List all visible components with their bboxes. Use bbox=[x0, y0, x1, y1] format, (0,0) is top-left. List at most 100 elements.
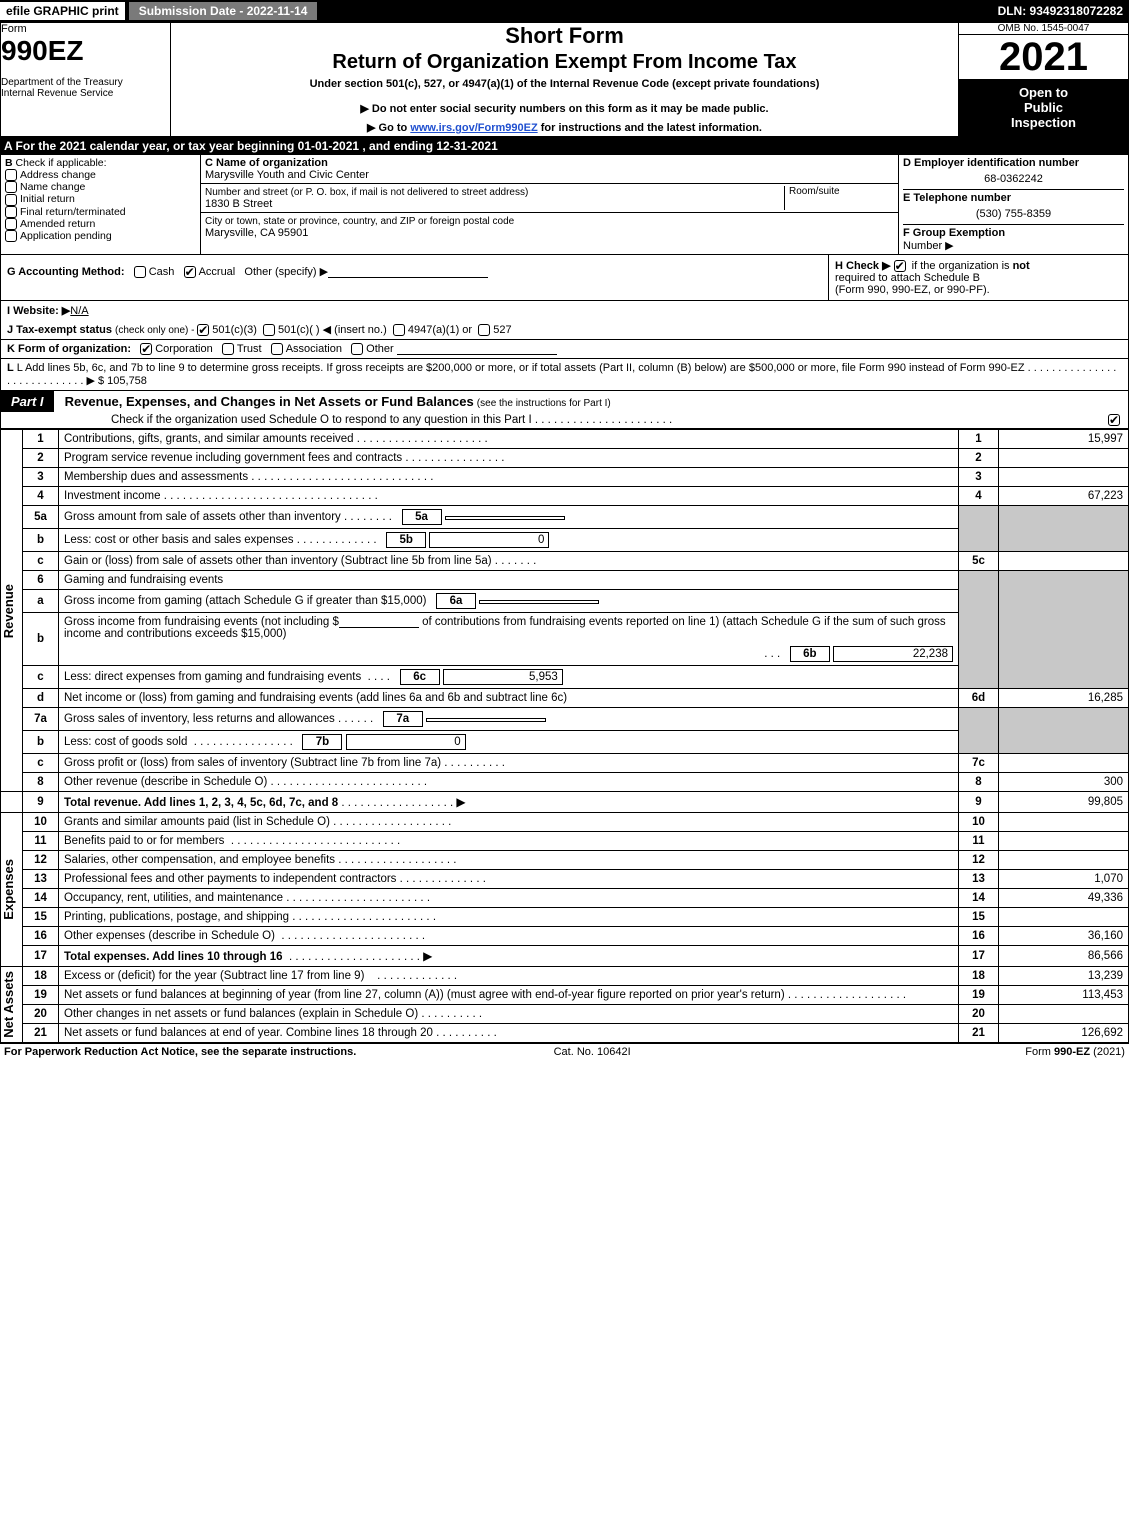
checkbox-other-org[interactable] bbox=[351, 343, 363, 355]
i-label: I Website: ▶ bbox=[7, 305, 70, 317]
checkbox-name-change[interactable] bbox=[5, 181, 17, 193]
part1-header: Part I Revenue, Expenses, and Changes in… bbox=[0, 390, 1129, 429]
irs-link[interactable]: www.irs.gov/Form990EZ bbox=[410, 122, 537, 134]
line-12: 12 Salaries, other compensation, and emp… bbox=[1, 851, 1129, 870]
line-7b-desc: Less: cost of goods sold bbox=[64, 736, 187, 748]
opt-other-org: Other bbox=[366, 343, 394, 355]
line-1: Revenue 1 Contributions, gifts, grants, … bbox=[1, 430, 1129, 449]
line-15-num: 15 bbox=[23, 908, 59, 927]
row-g-h: G Accounting Method: Cash Accrual Other … bbox=[0, 255, 1129, 300]
d-ein-label: D Employer identification number bbox=[903, 157, 1124, 169]
page-footer: For Paperwork Reduction Act Notice, see … bbox=[0, 1043, 1129, 1060]
line-6-num: 6 bbox=[23, 571, 59, 590]
line-12-box: 12 bbox=[959, 851, 999, 870]
line-6-desc: Gaming and fundraising events bbox=[64, 574, 223, 586]
line-8-box: 8 bbox=[959, 773, 999, 792]
line-11-box: 11 bbox=[959, 832, 999, 851]
h-text-1: if the organization is bbox=[912, 260, 1013, 272]
line-18: Net Assets 18 Excess or (deficit) for th… bbox=[1, 967, 1129, 986]
line-20-amt bbox=[999, 1005, 1129, 1024]
j-label: J Tax-exempt status bbox=[7, 324, 112, 336]
shade-7 bbox=[959, 708, 999, 754]
line-4: 4 Investment income . . . . . . . . . . … bbox=[1, 487, 1129, 506]
checkbox-cash[interactable] bbox=[134, 266, 146, 278]
dept-label: Department of the Treasury bbox=[1, 77, 170, 88]
efile-label: efile GRAPHIC print bbox=[0, 2, 125, 20]
under-section: Under section 501(c), 527, or 4947(a)(1)… bbox=[171, 78, 958, 90]
line-19: 19 Net assets or fund balances at beginn… bbox=[1, 986, 1129, 1005]
line-13-desc: Professional fees and other payments to … bbox=[64, 873, 396, 885]
open-public-box: Open to Public Inspection bbox=[959, 79, 1128, 136]
line-21: 21 Net assets or fund balances at end of… bbox=[1, 1024, 1129, 1043]
line-8-amt: 300 bbox=[999, 773, 1129, 792]
line-17: 17 Total expenses. Add lines 10 through … bbox=[1, 946, 1129, 967]
line-5c-num: c bbox=[23, 552, 59, 571]
other-specify-line bbox=[328, 266, 488, 278]
checkbox-527[interactable] bbox=[478, 324, 490, 336]
form-word: Form bbox=[1, 23, 27, 35]
address-row: Number and street (or P. O. box, if mail… bbox=[201, 184, 898, 213]
line-3-box: 3 bbox=[959, 468, 999, 487]
line-15: 15 Printing, publications, postage, and … bbox=[1, 908, 1129, 927]
line-18-desc: Excess or (deficit) for the year (Subtra… bbox=[64, 970, 364, 982]
line-17-amt: 86,566 bbox=[999, 946, 1129, 967]
checkbox-application-pending[interactable] bbox=[5, 230, 17, 242]
line-19-desc: Net assets or fund balances at beginning… bbox=[64, 989, 785, 1001]
line-6d-num: d bbox=[23, 689, 59, 708]
checkbox-trust[interactable] bbox=[222, 343, 234, 355]
irs-label: Internal Revenue Service bbox=[1, 88, 170, 99]
line-4-box: 4 bbox=[959, 487, 999, 506]
org-name: Marysville Youth and Civic Center bbox=[205, 169, 369, 181]
checkbox-amended-return[interactable] bbox=[5, 218, 17, 230]
checkbox-501c3[interactable] bbox=[197, 324, 209, 336]
line-6b-desc1: Gross income from fundraising events (no… bbox=[64, 616, 339, 628]
line-5c-box: 5c bbox=[959, 552, 999, 571]
line-12-num: 12 bbox=[23, 851, 59, 870]
line-1-amt: 15,997 bbox=[999, 430, 1129, 449]
f-group-number: Number ▶ bbox=[903, 240, 954, 252]
year-cell: 2021 Open to Public Inspection bbox=[959, 35, 1129, 137]
line-5a-num: 5a bbox=[23, 506, 59, 529]
shade-6-amt bbox=[999, 571, 1129, 689]
checkbox-501c[interactable] bbox=[263, 324, 275, 336]
checkbox-initial-return[interactable] bbox=[5, 194, 17, 206]
line-16-num: 16 bbox=[23, 927, 59, 946]
checkbox-corporation[interactable] bbox=[140, 343, 152, 355]
line-10-box: 10 bbox=[959, 813, 999, 832]
checkbox-schedule-o[interactable] bbox=[1108, 414, 1120, 426]
line-20: 20 Other changes in net assets or fund b… bbox=[1, 1005, 1129, 1024]
checkbox-4947[interactable] bbox=[393, 324, 405, 336]
line-6a-subamt bbox=[479, 600, 599, 604]
line-12-desc: Salaries, other compensation, and employ… bbox=[64, 854, 335, 866]
checkbox-final-return[interactable] bbox=[5, 206, 17, 218]
h-text-3: (Form 990, 990-EZ, or 990-PF). bbox=[835, 284, 990, 296]
h-label: H Check ▶ bbox=[835, 260, 891, 272]
line-9-amt: 99,805 bbox=[999, 792, 1129, 813]
c-label: C Name of organization bbox=[205, 157, 328, 169]
line-21-num: 21 bbox=[23, 1024, 59, 1043]
line-10: Expenses 10 Grants and similar amounts p… bbox=[1, 813, 1129, 832]
line-15-box: 15 bbox=[959, 908, 999, 927]
checkbox-association[interactable] bbox=[271, 343, 283, 355]
opt-501c3: 501(c)(3) bbox=[212, 324, 257, 336]
ssn-warning: ▶ Do not enter social security numbers o… bbox=[171, 102, 958, 115]
line-5c-desc: Gain or (loss) from sale of assets other… bbox=[64, 555, 492, 567]
line-7a-sub: 7a bbox=[383, 711, 423, 727]
checkbox-address-change[interactable] bbox=[5, 169, 17, 181]
line-7a: 7a Gross sales of inventory, less return… bbox=[1, 708, 1129, 731]
checkbox-h[interactable] bbox=[894, 260, 906, 272]
checkbox-accrual[interactable] bbox=[184, 266, 196, 278]
addr-label: Number and street (or P. O. box, if mail… bbox=[205, 187, 528, 198]
line-16-desc: Other expenses (describe in Schedule O) bbox=[64, 930, 275, 942]
line-20-desc: Other changes in net assets or fund bala… bbox=[64, 1008, 418, 1020]
line-9: 9 Total revenue. Add lines 1, 2, 3, 4, 5… bbox=[1, 792, 1129, 813]
line-14-num: 14 bbox=[23, 889, 59, 908]
form-number: 990EZ bbox=[1, 35, 170, 67]
line-12-amt bbox=[999, 851, 1129, 870]
goto-pre: ▶ Go to bbox=[367, 122, 410, 134]
line-21-box: 21 bbox=[959, 1024, 999, 1043]
goto-line: ▶ Go to www.irs.gov/Form990EZ for instru… bbox=[171, 121, 958, 134]
col-d-ein-phone: D Employer identification number 68-0362… bbox=[898, 155, 1128, 254]
line-3-num: 3 bbox=[23, 468, 59, 487]
form-ref: Form 990-EZ (2021) bbox=[1025, 1046, 1125, 1058]
